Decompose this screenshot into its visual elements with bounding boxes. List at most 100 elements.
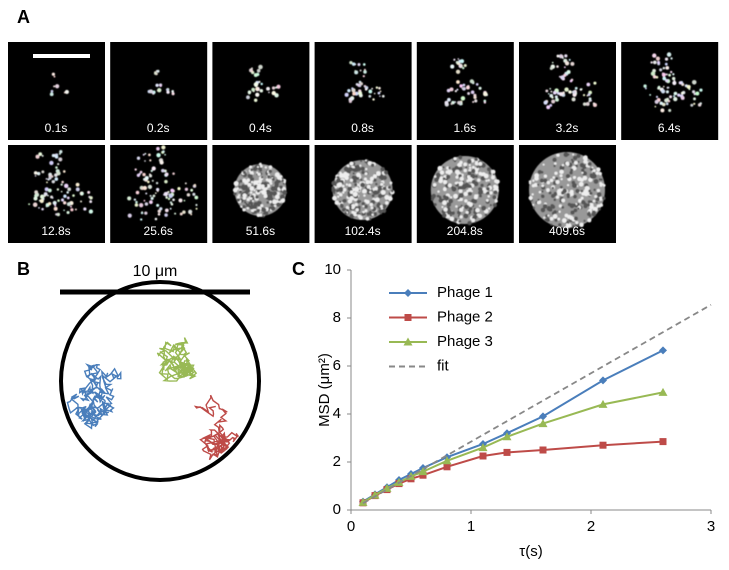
speckle [369, 176, 375, 181]
speckle [358, 174, 361, 177]
speckle [379, 209, 383, 213]
speckle [332, 195, 337, 201]
spot [652, 75, 657, 79]
spot [170, 202, 174, 206]
speckle [585, 164, 589, 168]
spot [28, 203, 31, 206]
spot [592, 102, 596, 105]
spot [256, 68, 261, 73]
spot [463, 63, 467, 68]
speckle [567, 153, 570, 156]
spot [164, 213, 168, 217]
spot [38, 207, 40, 209]
speckle [362, 205, 365, 208]
spot [657, 60, 661, 65]
speckle [357, 205, 361, 209]
speckle [466, 189, 469, 193]
speckle [537, 200, 542, 205]
spot [53, 201, 56, 204]
legend-label: fit [437, 357, 450, 374]
spot [149, 159, 152, 162]
speckle [352, 191, 358, 197]
speckle [261, 207, 267, 213]
spot [661, 72, 666, 77]
spot [165, 88, 169, 91]
spot [150, 169, 153, 173]
spot [666, 97, 669, 101]
frame-time: 0.4s [249, 121, 272, 135]
spot [127, 213, 132, 218]
point [538, 419, 548, 428]
spot [60, 198, 65, 202]
speckle [256, 189, 260, 193]
spot [667, 86, 670, 89]
spot [42, 194, 46, 198]
speckle [369, 202, 374, 207]
speckle [448, 166, 451, 169]
spot [38, 152, 43, 156]
spot [255, 87, 258, 91]
spot [446, 88, 451, 93]
spot [53, 206, 58, 211]
point [442, 456, 452, 465]
spot [133, 198, 137, 201]
speckle [260, 190, 263, 193]
spot [253, 98, 258, 102]
x-tick-label: 3 [707, 518, 715, 535]
speckle [471, 218, 476, 223]
speckle [476, 213, 480, 217]
spot [155, 181, 159, 185]
speckle [582, 201, 586, 205]
spot [559, 92, 564, 97]
speckle [238, 190, 242, 194]
spot [140, 218, 143, 221]
spot [457, 100, 461, 105]
speckle [487, 207, 491, 210]
spot [136, 173, 141, 177]
spot [81, 192, 84, 196]
spot [152, 92, 155, 94]
speckle [539, 178, 544, 183]
speckle [281, 179, 285, 183]
spot [62, 201, 67, 205]
speckle [346, 164, 350, 168]
speckle [258, 162, 262, 166]
spot [66, 196, 70, 200]
speckle [443, 207, 448, 212]
spot [63, 183, 69, 189]
spot [690, 103, 694, 107]
speckle [454, 181, 458, 185]
speckle [442, 177, 446, 181]
speckle [463, 168, 467, 173]
spot [172, 198, 175, 202]
speckle [474, 157, 478, 162]
spot [271, 90, 276, 96]
speckle [263, 212, 267, 216]
spot [53, 85, 56, 88]
point [539, 412, 547, 421]
spot [472, 100, 475, 103]
speckle [276, 191, 280, 196]
spot [659, 68, 663, 72]
spot [465, 85, 470, 90]
spot [447, 97, 451, 102]
speckle [270, 204, 273, 207]
speckle [238, 194, 241, 197]
legend-label: Phage 3 [437, 333, 493, 350]
spot [563, 66, 566, 69]
speckle [255, 180, 259, 184]
speckle [486, 167, 492, 172]
speckle [561, 191, 565, 195]
speckle [269, 182, 273, 185]
msd-chart: 0 2 4 6 8 10 0 1 2 3 τ(s) MSD (μm²) Phage 1 Phage 2 Ph… [316, 261, 715, 560]
speckle [561, 218, 567, 223]
speckle [559, 174, 563, 178]
speckle [553, 162, 557, 165]
speckle [450, 185, 454, 189]
speckle [467, 220, 472, 226]
spot [650, 71, 656, 76]
spot [56, 212, 61, 217]
speckle [356, 199, 361, 204]
spot [566, 70, 571, 74]
speckle [459, 160, 463, 165]
